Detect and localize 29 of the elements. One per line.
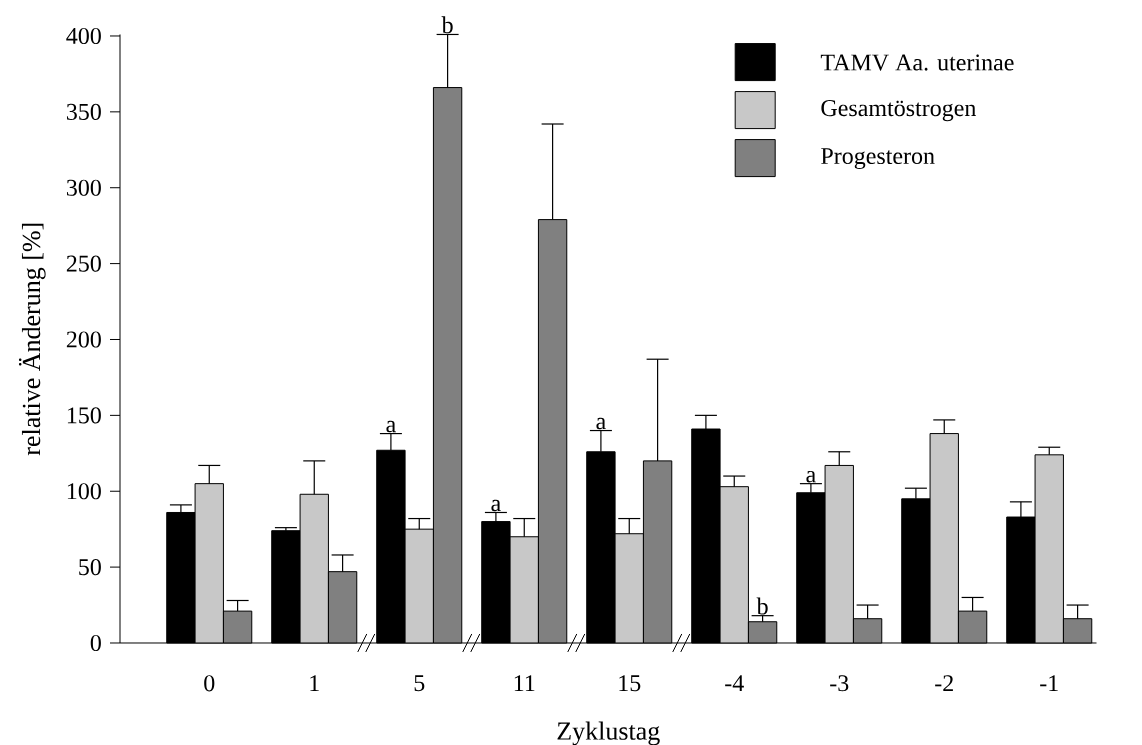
x-tick-label: -1 bbox=[1040, 675, 1058, 692]
y-axis-title: relative Änderung [%] bbox=[18, 223, 46, 456]
legend-label: Gesamtöstrogen bbox=[821, 100, 977, 122]
x-tick-label: -4 bbox=[725, 675, 744, 691]
y-tick-label: 250 bbox=[66, 255, 101, 272]
x-tick-label: 11 bbox=[514, 675, 535, 692]
annotation: a bbox=[386, 420, 396, 433]
y-tick-label: 400 bbox=[66, 27, 101, 45]
x-tick-label: 1 bbox=[310, 675, 319, 692]
annotation: a bbox=[806, 470, 816, 483]
y-tick-label: 50 bbox=[79, 559, 101, 576]
y-tick-label: 100 bbox=[67, 483, 101, 500]
x-tick-label: 0 bbox=[204, 675, 215, 692]
x-axis-title: Zyklustag bbox=[557, 721, 660, 745]
annotation: a bbox=[491, 499, 501, 512]
text: b bbox=[441, 16, 453, 34]
x-tick-label: 5 bbox=[414, 675, 425, 692]
y-tick-label: 0 bbox=[90, 634, 101, 652]
annotation: a bbox=[596, 417, 606, 430]
annotation: b bbox=[756, 597, 768, 615]
y-tick-label: 300 bbox=[66, 179, 101, 196]
x-tick-label: -3 bbox=[830, 675, 849, 692]
y-tick-label: 200 bbox=[66, 331, 101, 348]
x-tick-label: 15 bbox=[619, 675, 641, 692]
legend-label: TAMV Aa. uterinae bbox=[820, 54, 1014, 71]
y-tick-label: 150 bbox=[67, 407, 101, 424]
legend-label: Progesteron bbox=[821, 148, 935, 170]
y-tick-label: 350 bbox=[66, 103, 101, 120]
x-tick-label: -2 bbox=[935, 675, 953, 692]
